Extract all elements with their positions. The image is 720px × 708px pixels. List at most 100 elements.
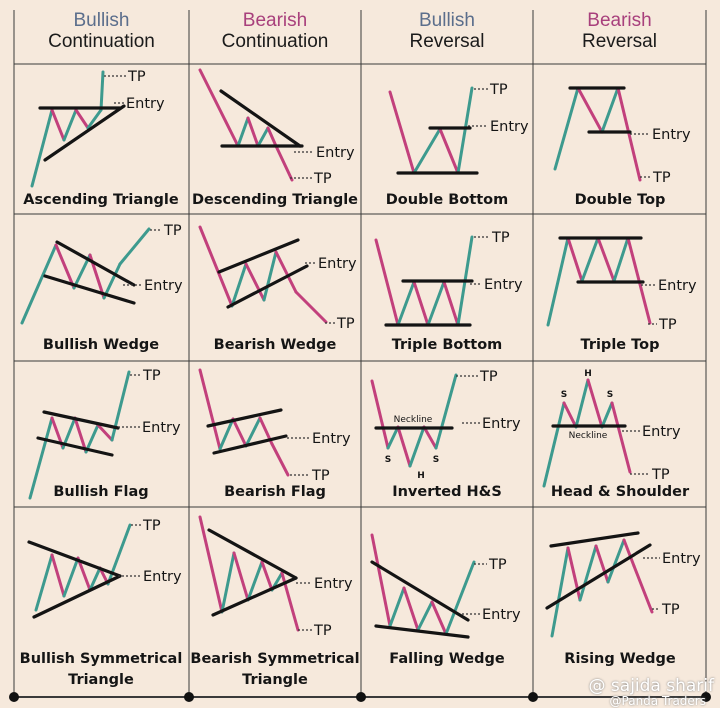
price-segment [198, 515, 224, 614]
price-segment [396, 425, 412, 468]
price-segment [260, 560, 274, 592]
price-segment [270, 442, 290, 477]
header-line2: Reversal [409, 31, 485, 52]
tp-marker-label: TP [311, 468, 330, 484]
header-line1: Bullish [419, 10, 475, 31]
entry-marker-label: Entry [642, 424, 681, 440]
pattern-drawings: TPEntryEntryTPEntryTPEntryTPTPEntryEntry… [20, 68, 701, 639]
price-segment [566, 236, 584, 283]
price-segment [396, 280, 416, 327]
lower-trend-line [226, 264, 309, 309]
pattern-bearish-symmetrical-triangle: Entry TP [198, 515, 353, 639]
header-line2: Reversal [582, 31, 657, 52]
entry-marker-label: Entry [482, 416, 521, 432]
price-segment [388, 586, 406, 628]
price-segment [422, 425, 438, 450]
price-segment [274, 250, 298, 294]
lower-trend-line [374, 624, 470, 639]
corner-dots [9, 692, 711, 702]
upper-trend-line [217, 238, 300, 274]
lower-trend-line [545, 543, 652, 610]
price-segment [606, 538, 626, 584]
price-segment [274, 144, 294, 182]
lower-flag-line [212, 434, 288, 455]
price-segment [576, 86, 604, 134]
price-segment [388, 90, 416, 175]
price-segment [553, 86, 580, 171]
pattern-name-falling-wedge: Falling Wedge [389, 651, 505, 667]
tp-marker-label: TP [651, 467, 670, 483]
entry-marker-label: Entry [658, 278, 697, 294]
tp-marker-label: TP [313, 171, 332, 187]
pattern-name-head-and-shoulder: Head & Shoulder [550, 484, 690, 500]
price-segment [430, 600, 448, 636]
tp-marker-label: TP [313, 623, 332, 639]
price-segment [198, 368, 222, 451]
entry-marker-label: Entry [126, 96, 165, 112]
price-segment [596, 236, 616, 283]
price-segment [84, 423, 100, 454]
price-segment [244, 416, 262, 448]
tp-marker-label: TP [658, 317, 677, 333]
lower-flag-line [36, 436, 114, 457]
header-line1: Bearish [242, 10, 308, 31]
price-segment [622, 538, 636, 568]
price-segment [30, 108, 54, 188]
price-segment [232, 551, 250, 602]
pattern-name-bullish-symmetrical-triangle: Bullish Symmetrical Triangle [15, 649, 187, 691]
watermark-author: @ sajida sharif [588, 676, 714, 696]
entry-marker-label: Entry [490, 119, 529, 135]
pattern-falling-wedge: TP Entry [370, 533, 521, 639]
price-segment [412, 280, 430, 327]
upper-trend-line [207, 528, 298, 580]
header-bullish-continuation: Bullish Continuation [14, 0, 189, 62]
price-segment [118, 227, 151, 266]
tp-marker-label: TP [163, 223, 182, 239]
pattern-name-line1: Bearish Symmetrical [190, 651, 360, 667]
resistance-line [219, 89, 302, 148]
tp-marker-label: TP [336, 316, 355, 332]
price-segment [50, 108, 66, 142]
entry-marker-label: Entry [484, 277, 523, 293]
price-segment [62, 556, 80, 598]
pattern-name-line2: Triangle [68, 672, 134, 688]
price-segment [600, 86, 620, 134]
shoulder-mark: S [607, 390, 613, 400]
entry-marker-label: Entry [312, 431, 351, 447]
shoulder-mark: S [561, 390, 567, 400]
neckline-label: Neckline [394, 415, 433, 425]
pattern-name-rising-wedge: Rising Wedge [564, 651, 676, 667]
price-segment [402, 586, 420, 632]
tp-marker-label: TP [142, 518, 161, 534]
price-segment [50, 553, 66, 598]
neckline-label: Neckline [569, 431, 608, 441]
price-segment [612, 236, 630, 283]
lower-trend-line [32, 574, 122, 619]
price-segment [34, 553, 54, 612]
price-segment [256, 126, 270, 148]
entry-marker-label: Entry [143, 569, 182, 585]
price-segment [88, 566, 102, 592]
header-line1: Bearish [587, 10, 652, 31]
price-segment [294, 290, 328, 324]
upper-trend-line [549, 531, 640, 548]
tp-marker-label: TP [489, 82, 508, 98]
price-segment [73, 416, 88, 454]
pattern-bullish-wedge: TP Entry [20, 223, 183, 325]
upper-trend-line [27, 540, 122, 578]
pattern-ascending-triangle: TP Entry [30, 69, 165, 188]
price-segment [580, 236, 600, 283]
head-mark: H [417, 471, 425, 481]
support-line [43, 104, 126, 162]
price-segment [220, 551, 236, 614]
pattern-triple-top: Entry TP [546, 236, 697, 333]
price-segment [562, 401, 578, 429]
price-segment [110, 370, 131, 442]
lower-trend-line [43, 274, 136, 305]
tp-marker-label: TP [127, 69, 146, 85]
upper-trend-line [370, 560, 470, 622]
header-bearish-continuation: Bearish Continuation [189, 0, 361, 62]
entry-marker-label: Entry [314, 576, 353, 592]
